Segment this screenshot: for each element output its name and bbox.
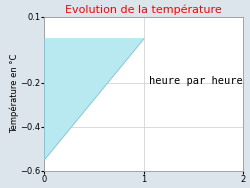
- Polygon shape: [44, 39, 144, 160]
- Y-axis label: Température en °C: Température en °C: [9, 54, 19, 133]
- Text: heure par heure: heure par heure: [149, 76, 242, 86]
- Title: Evolution de la température: Evolution de la température: [66, 4, 222, 15]
